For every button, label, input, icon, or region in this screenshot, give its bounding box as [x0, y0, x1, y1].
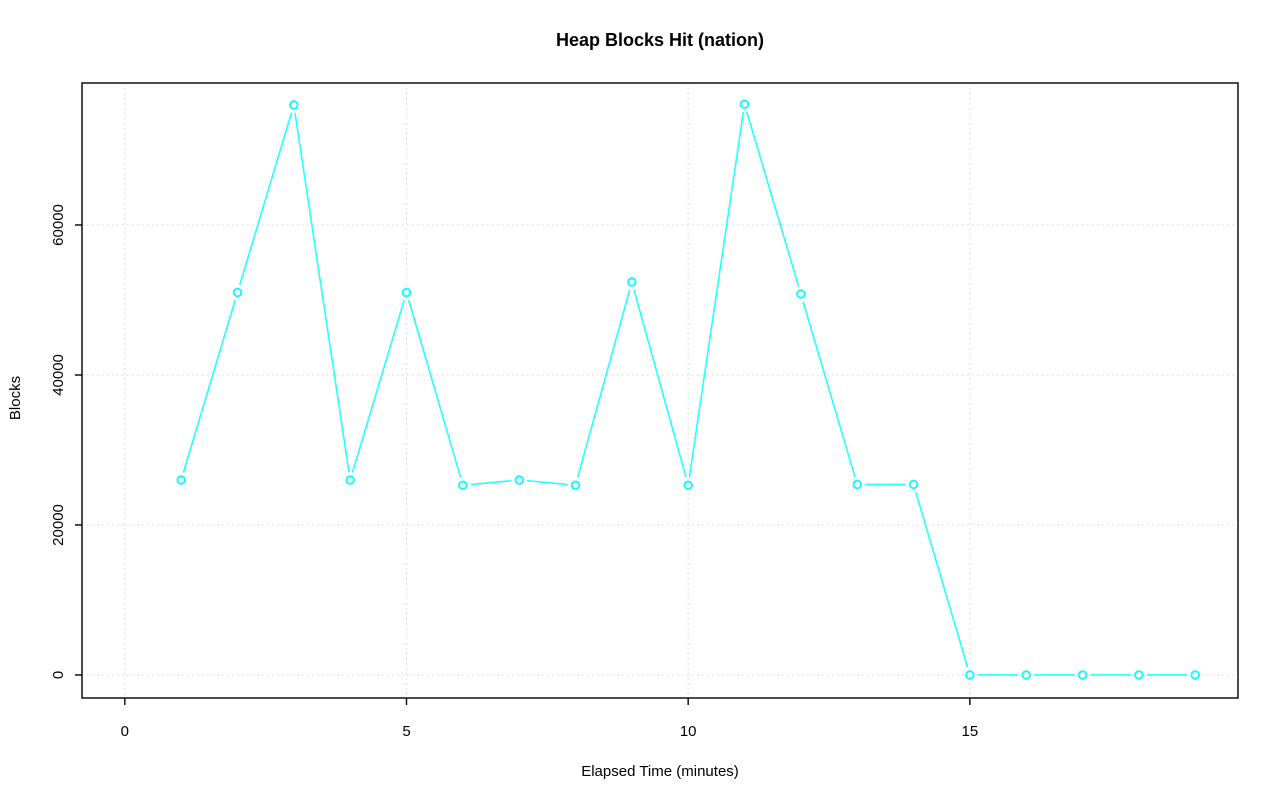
data-point-6 — [458, 480, 468, 490]
data-point-8 — [570, 480, 581, 490]
series-segment-13 — [915, 491, 969, 668]
plot-box — [81, 82, 1239, 699]
series-segment-11 — [802, 301, 856, 478]
y-tick-label-0: 0 — [50, 671, 67, 679]
data-point-2 — [232, 287, 243, 298]
x-tick-label-0: 0 — [121, 723, 129, 740]
data-point-14 — [908, 479, 919, 490]
x-tick-label-2: 10 — [680, 723, 697, 740]
data-point-16 — [1021, 670, 1031, 680]
series-segment-3 — [351, 299, 405, 473]
series-segment-1 — [239, 112, 293, 286]
data-point-18 — [1134, 670, 1144, 680]
data-point-9 — [627, 277, 637, 287]
data-point-3 — [289, 100, 299, 110]
y-tick-label-1: 20000 — [50, 504, 67, 546]
data-point-4 — [345, 475, 355, 485]
x-tick-label-1: 5 — [402, 723, 410, 740]
data-point-17 — [1077, 670, 1088, 680]
series-segment-8 — [633, 289, 687, 478]
data-point-15 — [965, 670, 975, 680]
data-point-19 — [1190, 670, 1200, 680]
series-segment-6 — [526, 479, 568, 486]
chart-title: Heap Blocks Hit (nation) — [555, 30, 765, 50]
series-segment-5 — [470, 479, 512, 486]
data-point-5 — [401, 287, 412, 298]
data-point-1 — [176, 475, 186, 485]
series-segment-4 — [408, 299, 462, 478]
y-tick-label-2: 40000 — [50, 354, 67, 396]
data-point-12 — [796, 289, 806, 299]
data-point-10 — [683, 480, 693, 490]
y-tick-label-3: 60000 — [50, 204, 67, 246]
data-point-7 — [514, 475, 524, 485]
series-segment-9 — [688, 111, 745, 478]
y-axis-label: Blocks — [7, 375, 24, 421]
series-segment-2 — [294, 112, 350, 473]
x-axis-label: Elapsed Time (minutes) — [581, 763, 739, 780]
data-point-13 — [852, 479, 862, 490]
series-segment-10 — [746, 111, 800, 287]
series-segment-0 — [182, 299, 236, 473]
series-segment-7 — [576, 289, 631, 478]
x-tick-label-3: 15 — [962, 723, 979, 740]
data-point-11 — [739, 99, 750, 109]
